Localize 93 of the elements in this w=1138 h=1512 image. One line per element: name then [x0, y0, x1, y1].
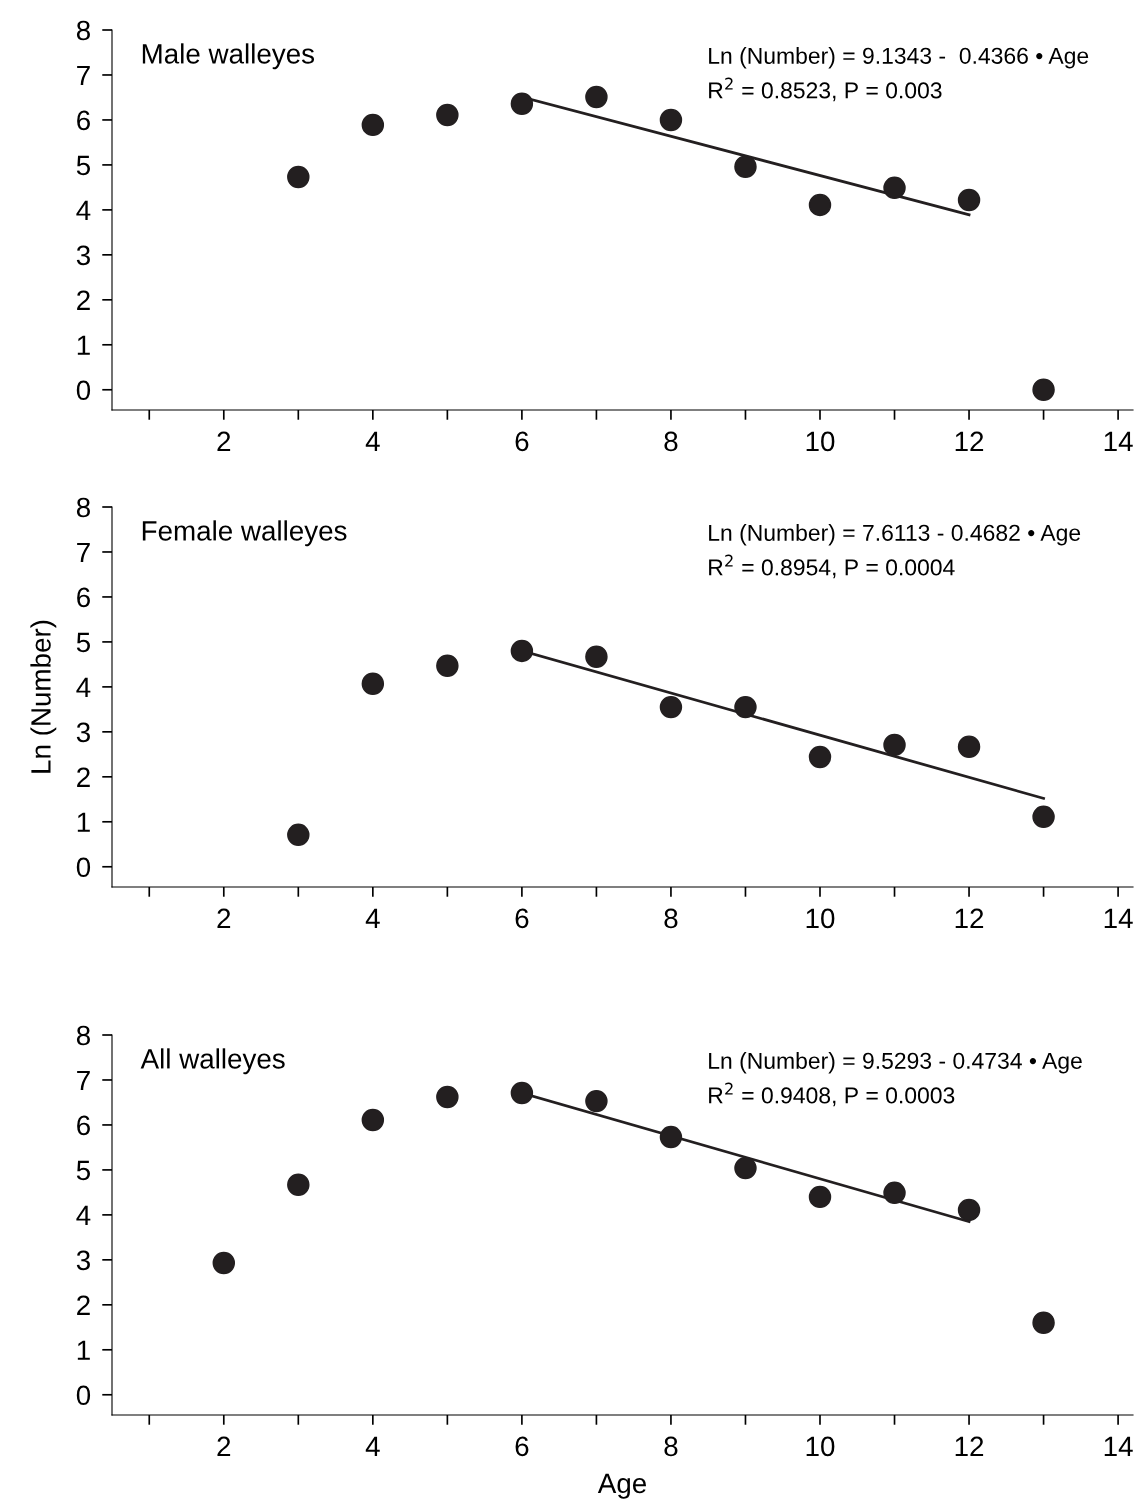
x-tick-label: 10 — [806, 431, 835, 452]
annotation: R$^{2}$ = 0.8523, P = 0.003 — [709, 77, 942, 102]
point — [883, 1181, 906, 1205]
x-tick-label: 2 — [217, 431, 231, 451]
x-tick-label: 14 — [1104, 908, 1133, 928]
x-tick-label: 6 — [515, 431, 529, 452]
x-tick-label: 6 — [515, 1436, 529, 1457]
point — [510, 639, 534, 663]
annotation: R$^{2}$ = 0.9408, P = 0.0003 — [709, 1082, 955, 1107]
x-tick-label: 12 — [955, 431, 984, 451]
point — [287, 165, 310, 189]
y-tick-label: 0 — [76, 1385, 91, 1406]
x-axis-title: Age — [597, 1473, 646, 1499]
annotation: Ln (Number) = 7.6113 - 0.4682 • Age — [709, 524, 1081, 546]
point — [734, 155, 757, 178]
y-tick-label: 3 — [76, 245, 90, 266]
y-tick-label: 5 — [76, 632, 90, 653]
point — [585, 1089, 608, 1113]
point — [1032, 805, 1055, 829]
point — [957, 735, 981, 758]
point — [957, 188, 981, 212]
y-axis-title: Ln (Number) — [30, 620, 57, 773]
y-tick-label: 5 — [76, 155, 90, 176]
point — [734, 695, 757, 719]
point — [510, 92, 534, 115]
y-tick-label: 1 — [77, 812, 90, 832]
x-tick-label: 8 — [664, 908, 678, 929]
x-tick-label: 4 — [365, 908, 380, 928]
annotation: Ln (Number) = 9.5293 - 0.4734 • Age — [709, 1052, 1082, 1074]
x-tick-label: 2 — [217, 1436, 231, 1456]
point — [436, 103, 459, 127]
x-tick-label: 10 — [806, 1436, 835, 1457]
x-tick-label: 12 — [955, 908, 984, 928]
point — [1032, 1311, 1055, 1335]
y-tick-label: 1 — [77, 335, 90, 355]
annotation: Female walleyes — [142, 520, 347, 547]
y-tick-label: 8 — [76, 1025, 90, 1046]
y-tick-label: 1 — [77, 1340, 90, 1360]
y-tick-label: 6 — [77, 110, 90, 131]
point — [883, 176, 906, 200]
x-tick-label: 12 — [955, 1436, 984, 1456]
y-tick-label: 7 — [77, 65, 90, 86]
point — [585, 645, 608, 668]
x-tick-label: 6 — [515, 908, 529, 929]
y-tick-label: 7 — [77, 1070, 90, 1091]
point — [361, 672, 385, 695]
y-tick-label: 8 — [76, 20, 90, 41]
y-tick-label: 2 — [77, 1295, 90, 1315]
x-tick-label: 10 — [806, 908, 835, 929]
y-tick-label: 4 — [76, 677, 91, 697]
y-tick-label: 2 — [77, 290, 90, 310]
point — [212, 1251, 236, 1275]
point — [361, 1108, 385, 1132]
point — [361, 113, 385, 137]
y-tick-label: 0 — [76, 380, 91, 401]
annotation: All walleyes — [140, 1048, 285, 1075]
x-tick-label: 4 — [365, 1436, 380, 1456]
point — [436, 1085, 459, 1109]
x-tick-label: 8 — [664, 1436, 678, 1457]
point — [659, 695, 683, 719]
y-tick-label: 4 — [76, 1205, 91, 1225]
y-tick-label: 3 — [76, 1250, 90, 1271]
y-tick-label: 6 — [77, 1115, 90, 1136]
point — [883, 733, 906, 757]
x-tick-label: 14 — [1104, 1436, 1133, 1456]
point — [287, 823, 310, 847]
x-tick-label: 4 — [365, 431, 380, 451]
point — [808, 1185, 832, 1209]
point — [734, 1156, 757, 1180]
y-tick-label: 4 — [76, 200, 91, 220]
annotation: Male walleyes — [142, 43, 315, 70]
point — [436, 654, 459, 677]
point — [1032, 378, 1055, 401]
y-tick-label: 7 — [77, 542, 90, 563]
point — [808, 745, 832, 769]
y-tick-label: 2 — [77, 767, 90, 787]
x-tick-label: 14 — [1104, 431, 1133, 451]
x-tick-label: 8 — [664, 431, 678, 452]
point — [287, 1173, 310, 1196]
annotation: R$^{2}$ = 0.8954, P = 0.0004 — [709, 554, 955, 579]
point — [659, 1125, 683, 1149]
y-tick-label: 3 — [76, 722, 90, 743]
y-tick-label: 0 — [76, 857, 91, 878]
point — [510, 1081, 534, 1105]
point — [808, 193, 832, 217]
y-tick-label: 5 — [76, 1160, 90, 1181]
y-tick-label: 8 — [76, 497, 90, 518]
y-tick-label: 6 — [77, 587, 90, 608]
point — [585, 85, 608, 109]
annotation: Ln (Number) = 9.1343 - 0.4366 • Age — [709, 47, 1089, 69]
point — [659, 108, 683, 132]
point — [957, 1198, 981, 1222]
x-tick-label: 2 — [217, 908, 231, 928]
